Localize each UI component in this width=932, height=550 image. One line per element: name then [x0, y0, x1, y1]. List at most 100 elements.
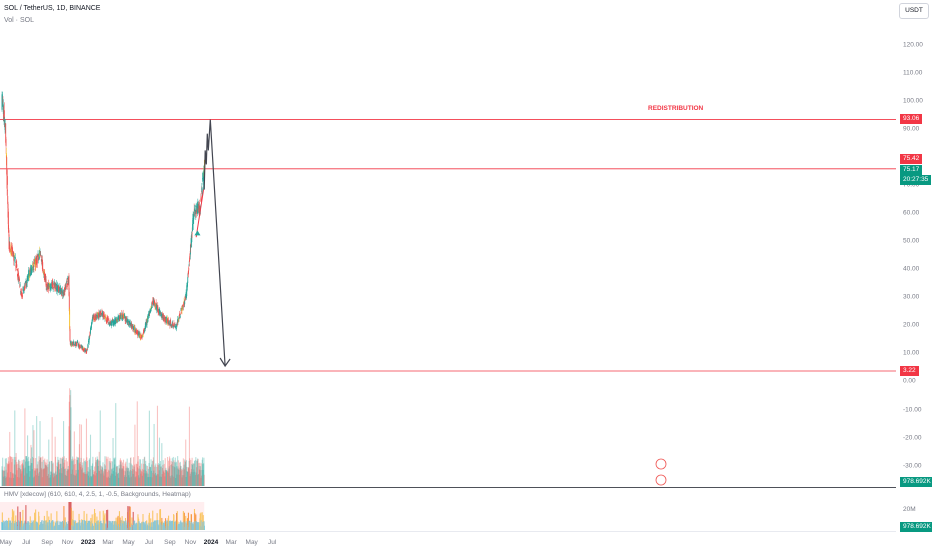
- volume-bar: [61, 459, 63, 486]
- volume-bar: [77, 457, 79, 486]
- volume-bar: [183, 475, 185, 486]
- candle-body: [153, 299, 155, 305]
- volume-bar: [69, 430, 71, 486]
- volume-bar: [16, 462, 18, 486]
- volume-bar: [181, 477, 183, 486]
- candle-body: [84, 349, 86, 351]
- volume-bar: [126, 466, 128, 486]
- volume-bar: [113, 457, 115, 486]
- candle-body: [22, 287, 24, 291]
- volume-bar: [154, 465, 156, 486]
- volume-bar: [141, 471, 143, 486]
- candle-body: [113, 322, 115, 325]
- candle-body: [141, 336, 143, 339]
- volume-bar: [28, 456, 30, 486]
- volume-bar: [147, 468, 149, 486]
- candle-body: [151, 302, 153, 307]
- candle-body: [86, 350, 87, 354]
- volume-bar: [127, 471, 129, 486]
- volume-bar: [160, 476, 163, 486]
- hmv-bar: [125, 525, 128, 530]
- volume-bar: [117, 472, 119, 486]
- hmv-bar: [138, 522, 140, 530]
- candle-body: [33, 262, 35, 264]
- volume-bar: [198, 469, 201, 486]
- volume-bar: [40, 457, 42, 486]
- candle-body: [138, 332, 140, 337]
- candle-body: [13, 252, 15, 261]
- hmv-bar: [26, 522, 28, 530]
- candle-body: [160, 312, 162, 314]
- candle-body: [137, 332, 139, 335]
- time-axis-label: Mar: [226, 539, 238, 546]
- volume-bar: [167, 456, 169, 486]
- candle-body: [180, 308, 182, 311]
- volume-bar: [103, 475, 105, 486]
- volume-bar: [156, 466, 158, 486]
- volume-bar: [49, 475, 52, 486]
- volume-bar: [185, 476, 187, 486]
- volume-bar: [163, 470, 165, 486]
- hmv-bar: [38, 516, 40, 530]
- candle-body: [8, 228, 10, 233]
- volume-bar: [42, 469, 44, 486]
- hmv-bar: [71, 519, 73, 530]
- volume-bar: [61, 473, 63, 486]
- hmv-bar: [146, 524, 148, 530]
- volume-bar: [65, 468, 67, 486]
- volume-bar: [29, 471, 31, 486]
- volume-bar: [190, 469, 192, 486]
- candle-body: [28, 270, 30, 277]
- volume-bar: [116, 465, 118, 486]
- candle-body: [39, 251, 41, 256]
- volume-bar: [162, 464, 164, 486]
- hmv-bar: [168, 515, 170, 530]
- hmv-bar: [180, 521, 182, 530]
- candle-body: [169, 323, 171, 324]
- hmv-bar: [193, 522, 195, 530]
- hmv-bar: [112, 520, 114, 530]
- candle-body: [148, 315, 150, 316]
- candle-body: [139, 334, 141, 339]
- candle-body: [69, 328, 71, 341]
- volume-bar: [79, 463, 81, 486]
- volume-bar: [80, 457, 82, 486]
- volume-bar: [22, 459, 25, 486]
- hmv-bar: [158, 520, 160, 530]
- candle-body: [102, 311, 104, 316]
- volume-bar: [50, 471, 52, 486]
- volume-bar: [75, 470, 77, 486]
- volume-bar: [165, 470, 168, 486]
- candle-body: [81, 346, 83, 349]
- hmv-bar: [6, 522, 8, 530]
- candle-body: [124, 318, 126, 322]
- volume-bar: [73, 431, 75, 486]
- volume-bar: [151, 464, 153, 486]
- candle-body: [52, 282, 54, 288]
- candle-body: [82, 348, 84, 349]
- volume-bar: [169, 456, 171, 486]
- volume-bar: [190, 460, 192, 486]
- candle-body: [198, 206, 200, 214]
- hmv-bar: [70, 507, 72, 530]
- hmv-bar: [134, 520, 136, 530]
- volume-bar: [144, 464, 146, 486]
- currency-button[interactable]: USDT: [899, 3, 929, 19]
- hmv-bar: [162, 522, 164, 530]
- candle-body: [120, 318, 122, 320]
- candle-body: [52, 288, 54, 290]
- volume-bar: [52, 463, 54, 486]
- volume-bar: [11, 473, 13, 486]
- candle-body: [106, 317, 108, 322]
- hmv-tag: 978.692K: [900, 522, 932, 532]
- volume-bar: [100, 473, 102, 486]
- volume-bar: [59, 457, 61, 486]
- candle-body: [20, 291, 21, 292]
- volume-bar: [17, 460, 20, 486]
- volume-bar: [99, 460, 101, 486]
- candle-body: [53, 283, 55, 285]
- candle-body: [76, 342, 78, 346]
- candle-body: [121, 313, 123, 317]
- volume-bar: [146, 466, 148, 486]
